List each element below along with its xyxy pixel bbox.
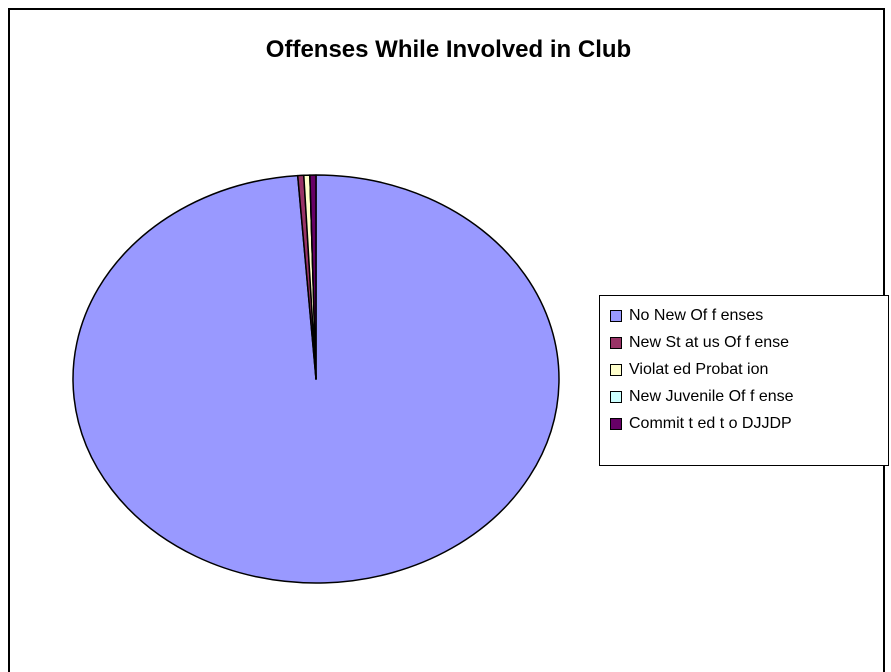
pie-chart: [72, 174, 560, 584]
legend-item: No New Of f enses: [610, 302, 888, 329]
legend-swatch: [610, 417, 622, 430]
legend-label: New Juvenile Of f ense: [629, 387, 794, 405]
legend: No New Of f enses New St at us Of f ense…: [599, 295, 889, 466]
legend-swatch: [610, 363, 622, 376]
legend-swatch: [610, 390, 622, 403]
legend-label: Violat ed Probat ion: [629, 360, 769, 378]
pie-slice: [309, 174, 317, 380]
legend-item: New St at us Of f ense: [610, 329, 888, 356]
legend-item: Commit t ed t o DJJDP: [610, 410, 888, 437]
legend-label: New St at us Of f ense: [629, 333, 790, 351]
legend-item: New Juvenile Of f ense: [610, 383, 888, 410]
legend-item: Violat ed Probat ion: [610, 356, 888, 383]
chart-area: Offenses While Involved in Club No New O…: [8, 8, 889, 672]
chart-title: Offenses While Involved in Club: [265, 36, 632, 63]
legend-swatch: [610, 336, 622, 349]
legend-swatch: [610, 309, 622, 322]
legend-label: Commit t ed t o DJJDP: [629, 414, 792, 432]
legend-label: No New Of f enses: [629, 306, 764, 324]
